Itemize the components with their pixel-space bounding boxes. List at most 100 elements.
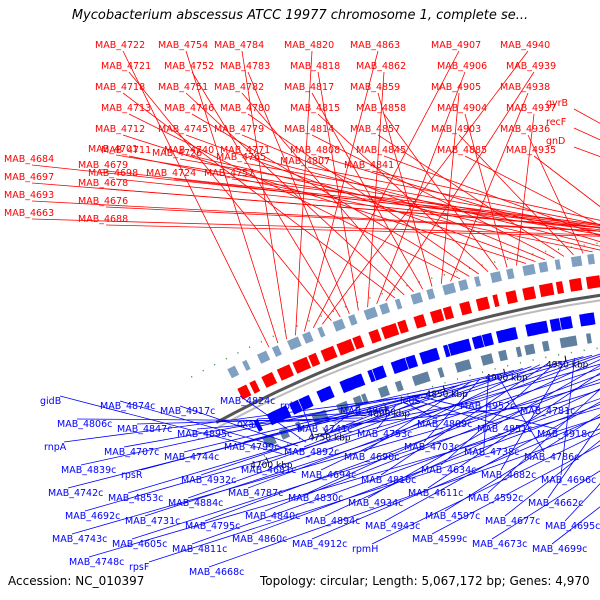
forward-gene-arrow (492, 294, 500, 308)
reverse-gene-label: MAB_4786c (524, 452, 579, 463)
reverse-gene-arrow (377, 365, 387, 379)
forward-gene-label: MAB_4684 (4, 154, 54, 165)
forward-gene-label: MAB_4713 (101, 103, 151, 114)
forward-gene-label: MAB_4663 (4, 208, 54, 219)
reverse-gene-label: MAB_4853c (108, 493, 163, 504)
forward-gene-label: MAB_4904 (437, 103, 487, 114)
reverse-gene-label: rnpA (44, 442, 67, 453)
reverse-gene-arrow (325, 385, 335, 399)
reverse-gene-arrow (457, 338, 472, 354)
feature-block (490, 271, 502, 284)
forward-gene-arrow (355, 335, 365, 349)
reverse-gene-arrow (589, 312, 596, 325)
reverse-gene-leader (367, 365, 600, 499)
forward-gene-label: MAB_4903 (431, 124, 481, 135)
forward-gene-label: MAB_4905 (431, 82, 481, 93)
forward-gene-leader (317, 113, 489, 272)
forward-gene-label: MAB_4726 (152, 148, 202, 159)
forward-gene-leader (376, 71, 466, 305)
feature-block (442, 282, 457, 296)
forward-gene-arrow (323, 345, 338, 361)
feature-block (570, 255, 583, 268)
forward-gene-arrow (542, 282, 555, 297)
feature-block (498, 349, 508, 362)
reverse-gene-leader (420, 396, 558, 430)
forward-gene-leader (464, 113, 508, 268)
reverse-gene-leader (84, 363, 600, 512)
reverse-gene-leader (80, 372, 506, 466)
reverse-gene-arrow (367, 369, 376, 383)
forward-gene-leader (371, 170, 600, 221)
forward-gene-leader (115, 178, 600, 231)
forward-gene-leader (105, 224, 600, 237)
forward-gene-label: MAB_4722 (95, 40, 145, 51)
forward-gene-label: MAB_4780 (220, 103, 270, 114)
reverse-gene-label: MAB_4605c (112, 539, 167, 550)
forward-gene-label: MAB_4679 (78, 160, 128, 171)
feature-block (278, 427, 290, 440)
forward-gene-leader (122, 92, 396, 299)
reverse-gene-leader (491, 470, 600, 540)
reverse-gene-label: MAB_4917c (160, 406, 215, 417)
reverse-gene-label: MAB_4839c (61, 465, 116, 476)
backbone-layer (190, 242, 600, 469)
reverse-gene-label: MAB_4895c (177, 429, 232, 440)
forward-gene-label: MAB_4862 (356, 61, 406, 72)
reverse-gene-leader (440, 360, 558, 466)
forward-gene-label: MAB_4697 (4, 172, 54, 183)
reverse-gene-label: MAB_4830c (288, 493, 343, 504)
reverse-gene-leader (136, 417, 363, 425)
reverse-gene-leader (431, 444, 600, 535)
reverse-gene-label: MAB_4851c (477, 424, 532, 435)
feature-block (394, 298, 403, 310)
reverse-gene-arrow (564, 316, 573, 329)
feature-block (586, 333, 592, 344)
feature-block (379, 302, 391, 315)
reverse-gene-label: MAB_4952c (460, 401, 515, 412)
forward-gene-label: MAB_4863 (350, 40, 400, 51)
feature-block (361, 393, 369, 405)
feature-block (377, 385, 390, 398)
feature-block (515, 346, 523, 358)
forward-gene-leader (377, 134, 565, 257)
forward-gene-leader (317, 155, 600, 243)
reverse-gene-leader (196, 414, 372, 430)
reverse-gene-leader (200, 368, 523, 476)
reverse-gene-leader (384, 401, 600, 522)
reverse-gene-leader (119, 400, 291, 451)
reverse-gene-label: MAB_4677c (485, 516, 540, 527)
reverse-gene-label: MAB_4894c (305, 516, 360, 527)
forward-gene-label: MAB_4814 (284, 124, 334, 135)
reverse-gene-label: MAB_4696c (541, 475, 596, 486)
reverse-gene-label: MAB_4690c (344, 452, 399, 463)
reverse-gene-label: MAB_4943c (365, 521, 420, 532)
forward-gene-arrow (417, 314, 427, 328)
forward-gene-arrow (446, 306, 454, 319)
reverse-gene-leader (260, 366, 532, 466)
reverse-gene-leader (371, 432, 600, 545)
feature-block (394, 380, 404, 392)
forward-gene-label: MAB_4906 (437, 61, 487, 72)
feature-block (295, 421, 304, 433)
feature-block (242, 359, 251, 371)
reverse-gene-label: MAB_4742c (48, 488, 103, 499)
reverse-gene-label: MAB_4682c (481, 470, 536, 481)
forward-gene-leader (105, 188, 600, 228)
reverse-gene-label: MAB_4681c (241, 465, 296, 476)
feature-block (410, 292, 423, 305)
reverse-gene-label: leuS (400, 396, 421, 407)
reverse-gene-leader (444, 413, 600, 512)
reverse-gene-leader (127, 354, 593, 494)
reverse-gene-arrow (443, 344, 451, 358)
reverse-gene-leader (123, 390, 438, 448)
backbone-ring (215, 293, 600, 424)
reverse-gene-label: MAB_4743c (52, 534, 107, 545)
reverse-gene-label: MAB_4824c (220, 396, 275, 407)
feature-block (437, 367, 445, 378)
forward-gene-label: MAB_4937 (506, 103, 556, 114)
forward-gene-leader (241, 134, 546, 261)
reverse-gene-label: MAB_4634c (421, 465, 476, 476)
forward-gene-leader (105, 206, 600, 232)
